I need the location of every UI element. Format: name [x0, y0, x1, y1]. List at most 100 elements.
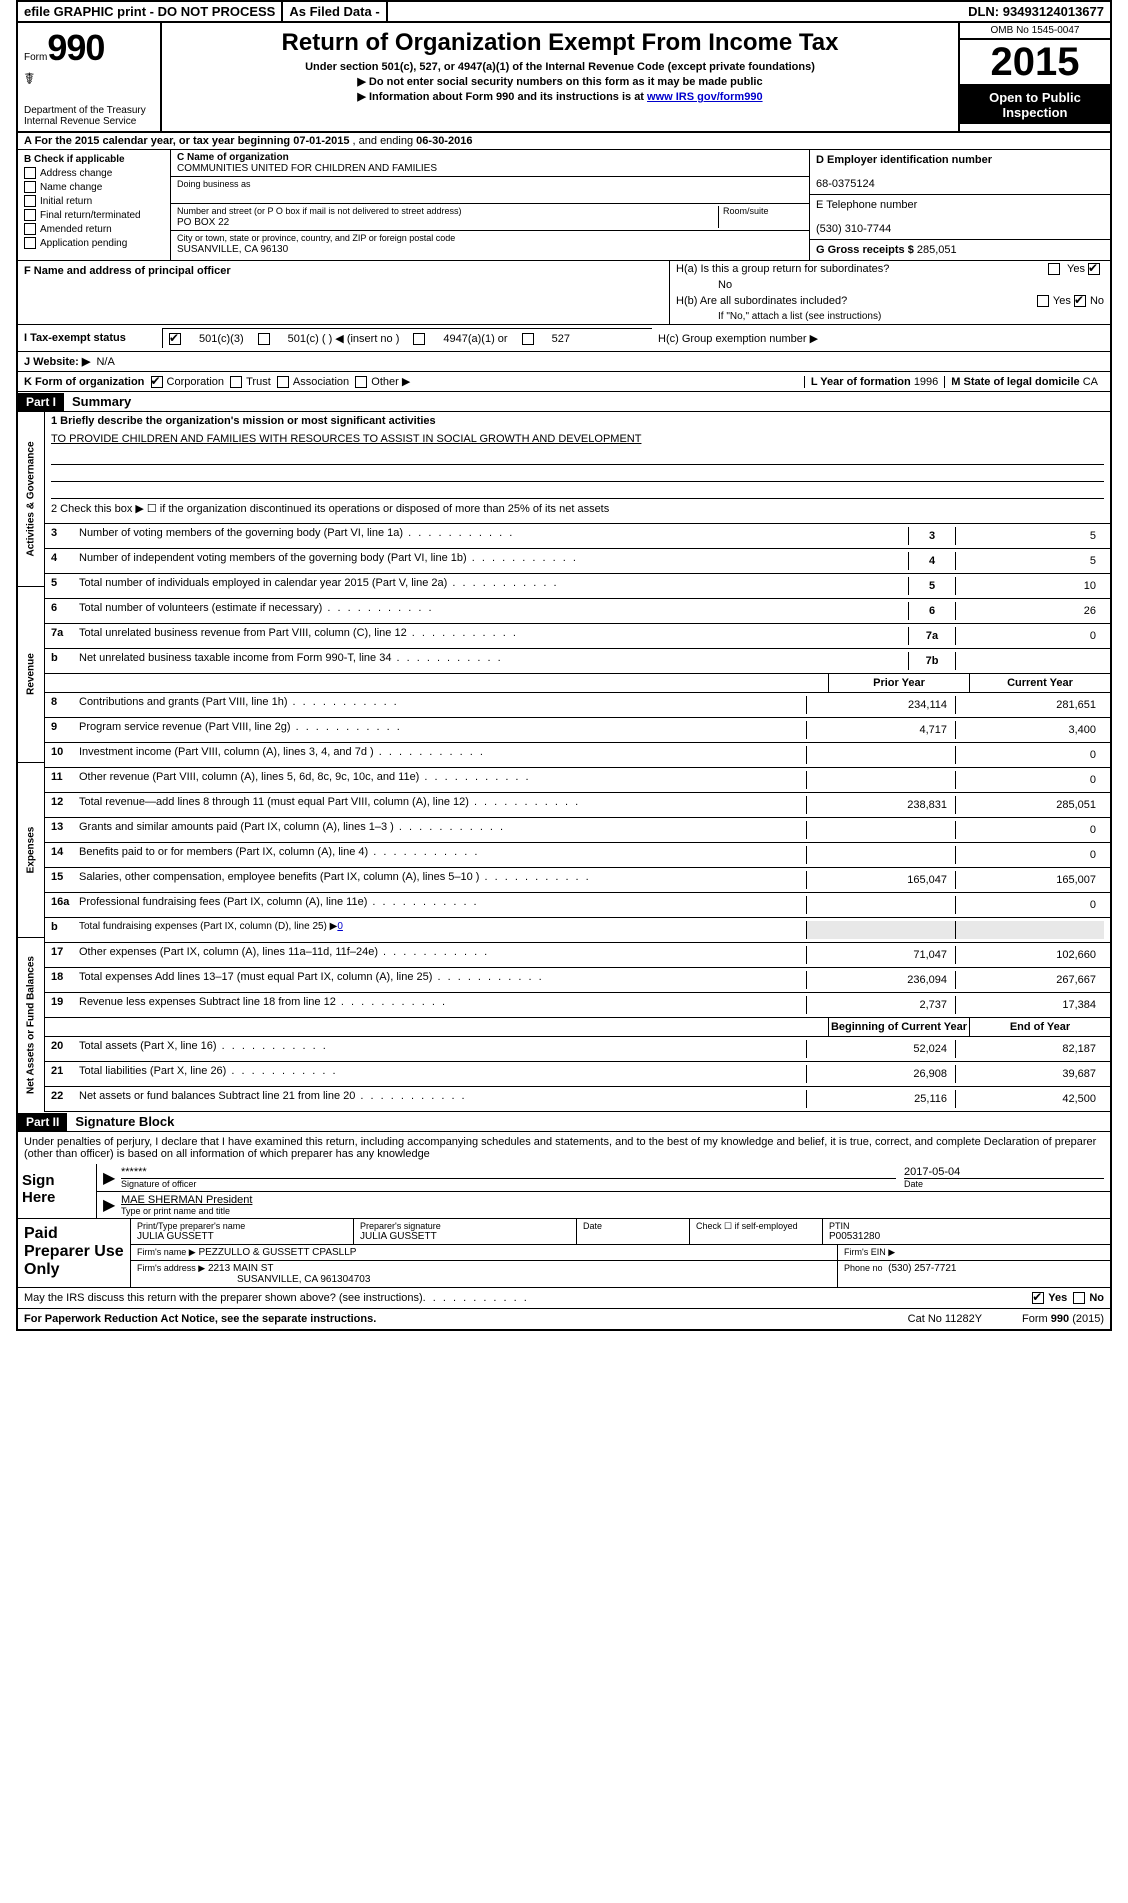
inspect2: Inspection: [962, 105, 1108, 120]
prep-sig-value: JULIA GUSSETT: [360, 1231, 570, 1242]
c-name-cell: C Name of organization COMMUNITIES UNITE…: [171, 150, 809, 177]
top-bar: efile GRAPHIC print - DO NOT PROCESS As …: [18, 2, 1110, 23]
hdr-current: Current Year: [969, 674, 1110, 692]
city-label: City or town, state or province, country…: [177, 233, 455, 243]
omb-number: OMB No 1545-0047: [960, 23, 1110, 40]
chk-trust[interactable]: [230, 376, 242, 388]
may-irs-text: May the IRS discuss this return with the…: [24, 1292, 423, 1304]
vtab-revenue: Revenue: [18, 587, 44, 762]
summary-body: Activities & Governance Revenue Expenses…: [18, 412, 1110, 1112]
addr-cell: Number and street (or P O box if mail is…: [171, 204, 809, 231]
firm-phone-label: Phone no: [844, 1263, 883, 1273]
footer-row: For Paperwork Reduction Act Notice, see …: [18, 1309, 1110, 1329]
e-phone-value: (530) 310-7744: [816, 223, 891, 235]
addr-label: Number and street (or P O box if mail is…: [177, 206, 461, 216]
firm-addr1: 2213 MAIN ST: [208, 1263, 274, 1274]
part1-header-row: Part I Summary: [18, 392, 1110, 412]
chk-application-pending[interactable]: [24, 237, 36, 249]
h-a-label: H(a) Is this a group return for subordin…: [676, 263, 1048, 275]
irs-link[interactable]: www IRS gov/form990: [647, 91, 763, 103]
prior-current-header: Prior Year Current Year: [45, 674, 1110, 693]
chk-final-return[interactable]: [24, 209, 36, 221]
row-a-end: 06-30-2016: [416, 135, 472, 147]
chk-hb-no[interactable]: [1074, 295, 1086, 307]
vtab-netassets: Net Assets or Fund Balances: [18, 938, 44, 1112]
mission-blank2: [51, 465, 1104, 482]
perjury-declaration: Under penalties of perjury, I declare th…: [18, 1132, 1110, 1164]
chk-4947[interactable]: [413, 333, 425, 345]
firm-name-value: PEZZULLO & GUSSETT CPASLLP: [198, 1247, 356, 1258]
h-b-label: H(b) Are all subordinates included?: [676, 295, 1037, 307]
chk-ha-yes[interactable]: [1048, 263, 1060, 275]
summary-line-22: 22Net assets or fund balances Subtract l…: [45, 1087, 1110, 1112]
type-name-label: Type or print name and title: [121, 1206, 1104, 1216]
sub3-pre: ▶ Information about Form 990 and its ins…: [357, 91, 647, 103]
summary-content: 1 Briefly describe the organization's mi…: [45, 412, 1110, 1112]
lbl-initial-return: Initial return: [40, 196, 92, 207]
header-block: Form990 ☤ Department of the Treasury Int…: [18, 23, 1110, 133]
sign-here-section: Sign Here ▶ ****** Signature of officer …: [18, 1164, 1110, 1219]
efile-label: efile GRAPHIC print - DO NOT PROCESS: [18, 2, 283, 21]
line1-label: 1 Briefly describe the organization's mi…: [45, 412, 1110, 430]
lbl-501c3: 501(c)(3): [199, 333, 244, 345]
dba-cell: Doing business as: [171, 177, 809, 204]
l-cell: L Year of formation 1996: [804, 376, 944, 388]
prep-name-value: JULIA GUSSETT: [137, 1231, 347, 1242]
summary-line-5: 5Total number of individuals employed in…: [45, 574, 1110, 599]
row-a-begin: 07-01-2015: [293, 135, 349, 147]
ptin-label: PTIN: [829, 1221, 1104, 1231]
lbl-4947: 4947(a)(1) or: [443, 333, 507, 345]
dba-label: Doing business as: [177, 179, 251, 189]
vtab-activities: Activities & Governance: [18, 412, 44, 587]
firm-name-label: Firm's name ▶: [137, 1247, 196, 1257]
officer-name-value: MAE SHERMAN President: [121, 1194, 1104, 1206]
ptin-value: P00531280: [829, 1231, 1104, 1242]
summary-line-9: 9Program service revenue (Part VIII, lin…: [45, 718, 1110, 743]
summary-line-17: 17Other expenses (Part IX, column (A), l…: [45, 943, 1110, 968]
paid-preparer-section: Paid Preparer Use Only Print/Type prepar…: [18, 1219, 1110, 1288]
j-label: J Website: ▶: [24, 355, 90, 368]
form-page: efile GRAPHIC print - DO NOT PROCESS As …: [16, 0, 1112, 1331]
chk-association[interactable]: [277, 376, 289, 388]
hdr-prior: Prior Year: [828, 674, 969, 692]
summary-line-11: 11Other revenue (Part VIII, column (A), …: [45, 768, 1110, 793]
chk-other[interactable]: [355, 376, 367, 388]
vertical-tabs: Activities & Governance Revenue Expenses…: [18, 412, 45, 1112]
firm-ein-label: Firm's EIN ▶: [844, 1247, 895, 1257]
chk-ha-no[interactable]: [1088, 263, 1100, 275]
chk-name-change[interactable]: [24, 181, 36, 193]
chk-hb-yes[interactable]: [1037, 295, 1049, 307]
summary-line-b: bNet unrelated business taxable income f…: [45, 649, 1110, 674]
mission-blank1: [51, 448, 1104, 465]
col-b-checkboxes: B Check if applicable Address change Nam…: [18, 150, 171, 260]
l-label: L Year of formation: [811, 376, 911, 388]
j-value: N/A: [96, 356, 114, 368]
chk-501c[interactable]: [258, 333, 270, 345]
firm-phone-value: (530) 257-7721: [888, 1263, 956, 1274]
lbl-amended-return: Amended return: [40, 224, 112, 235]
h-b-note: If "No," attach a list (see instructions…: [670, 309, 1110, 324]
chk-amended-return[interactable]: [24, 223, 36, 235]
lbl-527: 527: [552, 333, 570, 345]
chk-corporation[interactable]: [151, 376, 163, 388]
irs-label: Internal Revenue Service: [24, 116, 154, 127]
prep-sig-label: Preparer's signature: [360, 1221, 570, 1231]
chk-address-change[interactable]: [24, 167, 36, 179]
dln-label: DLN:: [968, 4, 999, 19]
lbl-corporation: Corporation: [167, 376, 224, 388]
chk-initial-return[interactable]: [24, 195, 36, 207]
col-c-org-info: C Name of organization COMMUNITIES UNITE…: [171, 150, 809, 260]
summary-line-8: 8Contributions and grants (Part VIII, li…: [45, 693, 1110, 718]
addr-value: PO BOX 22: [177, 217, 229, 228]
summary-line-21: 21Total liabilities (Part X, line 26)26,…: [45, 1062, 1110, 1087]
mission-blank3: [51, 482, 1104, 499]
chk-527[interactable]: [522, 333, 534, 345]
city-value: SUSANVILLE, CA 96130: [177, 244, 288, 255]
row-a-mid: , and ending: [353, 135, 417, 147]
summary-line-6: 6Total number of volunteers (estimate if…: [45, 599, 1110, 624]
chk-may-irs-yes[interactable]: [1032, 1292, 1044, 1304]
c-name-label: C Name of organization: [177, 152, 289, 163]
chk-501c3[interactable]: [169, 333, 181, 345]
sign-here-label: Sign Here: [18, 1164, 97, 1218]
chk-may-irs-no[interactable]: [1073, 1292, 1085, 1304]
